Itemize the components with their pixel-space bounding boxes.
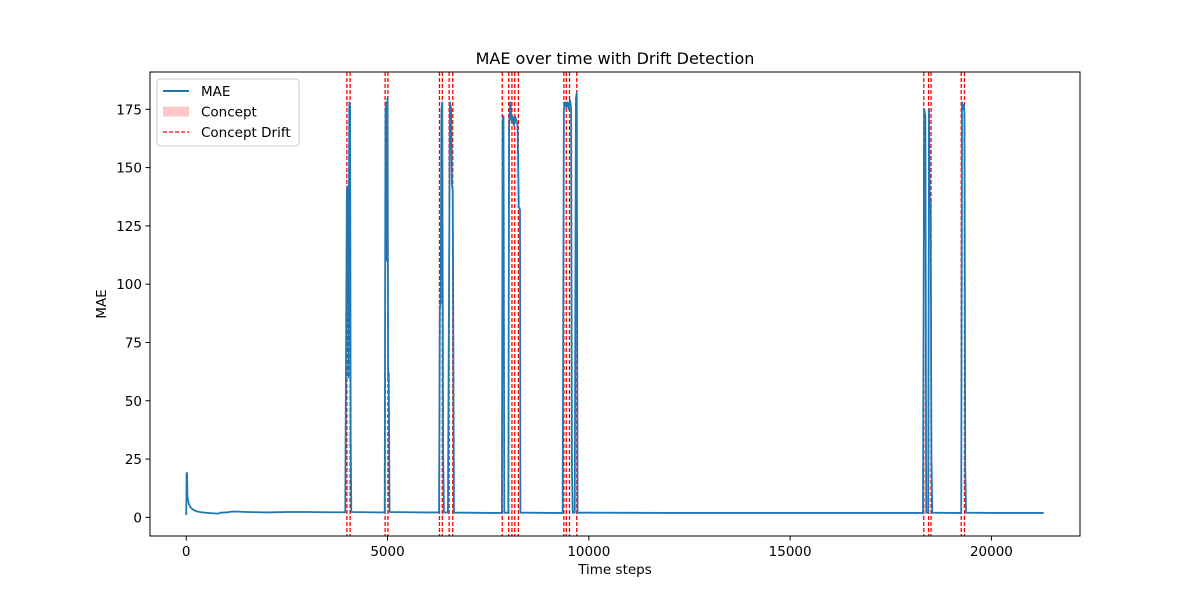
y-tick-label: 50 [125,394,142,410]
plot-frame [149,71,1081,537]
legend: MAE Concept Concept Drift [156,78,300,147]
y-axis-label: MAE [94,289,110,318]
chart-title: MAE over time with Drift Detection [476,49,755,68]
y-tick-label: 75 [125,335,142,351]
legend-handle-concept [163,106,189,117]
x-tick-label: 5000 [370,544,404,560]
x-tick-label: 20000 [970,544,1013,560]
y-tick-label: 25 [125,452,142,468]
series-layer [185,92,1044,516]
legend-label: Concept [201,105,257,121]
x-tick-label: 15000 [769,544,812,560]
y-tick-label: 100 [116,277,142,293]
y-tick-label: 175 [116,102,142,118]
legend-label: Concept Drift [201,125,291,141]
y-tick-label: 125 [116,219,142,235]
x-axis-label: Time steps [577,562,652,578]
x-axis: 0 5000 10000 15000 20000 [182,536,1013,560]
series-line-mae [185,92,1044,516]
y-axis: 0 25 50 75 100 125 150 175 [116,102,150,526]
x-tick-label: 0 [182,544,191,560]
legend-box [156,78,300,147]
x-tick-label: 10000 [567,544,610,560]
y-tick-label: 0 [133,510,142,526]
y-tick-label: 150 [116,161,142,177]
legend-label: MAE [201,84,230,100]
